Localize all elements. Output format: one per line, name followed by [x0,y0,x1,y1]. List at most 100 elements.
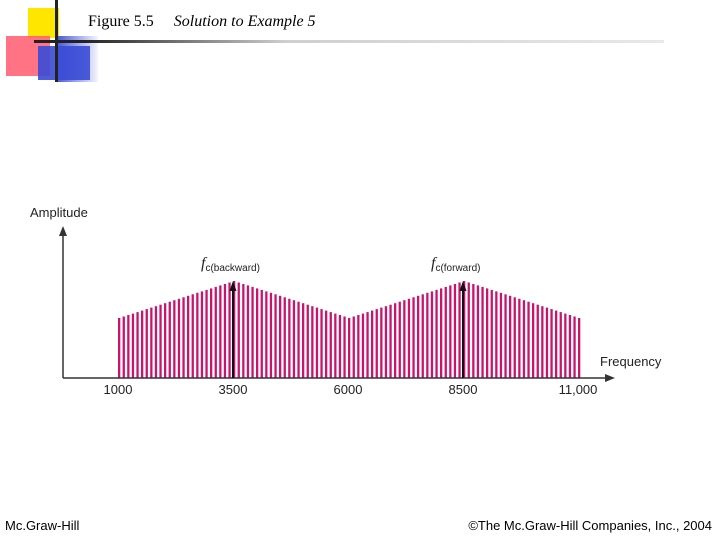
spectrum-stripe [122,316,125,378]
spectrum-stripe [361,313,365,378]
spectrum-stripe [412,297,415,378]
spectrum-stripe [375,309,378,378]
y-axis-label: Amplitude [30,205,88,220]
spectrum-stripe [541,306,544,378]
spectrum-stripe [343,316,346,378]
spectrum-stripe [453,284,457,378]
spectrum-stripe [288,298,291,378]
spectrum-stripe [407,298,411,378]
spectrum-stripe [348,318,351,378]
spectrum-stripe [555,310,558,378]
spectrum-stripe [237,282,240,378]
spectrum-stripe [251,286,254,378]
spectrum-stripe [550,309,553,378]
spectrum-stripe [371,310,374,378]
spectrum-stripe [334,313,337,378]
spectrum-stripe [568,315,572,378]
decor-blue-fade [58,36,98,82]
spectrum-stripe [187,295,190,378]
tick-label: 11,000 [559,382,598,397]
x-axis-label: Frequency [600,354,662,369]
spectrum-stripe [481,286,484,378]
carrier-markers: fc(backward) fc(forward) [201,255,480,378]
spectrum-stripe [150,307,153,378]
spectrum-stripe [292,300,296,378]
spectrum-stripe [513,297,516,378]
spectrum-stripe [210,288,213,378]
spectrum-stripe [127,315,130,378]
spectrum-stripe [214,286,217,378]
x-axis-arrow [605,374,615,382]
spectrum-stripe [357,315,360,378]
spectrum-stripe [269,292,273,378]
spectrum-stripe [472,284,475,378]
spectrum-stripe [435,289,438,378]
spectrum-stripe [145,309,148,378]
slide-title: Figure 5.5 Solution to Example 5 [88,13,316,31]
spectrum-stripe [205,289,208,378]
spectrum-stripe [274,294,277,378]
spectrum-stripe [490,289,493,378]
spectrum-stripe [329,312,332,378]
spectrum-stripe [260,289,263,378]
spectrum-stripe [476,285,480,378]
spectrum-stripe [384,306,388,378]
spectrum-stripe [426,292,429,378]
tick-label: 6000 [334,382,363,397]
carrier-arrow [229,281,237,291]
spectrum-stripe [389,304,392,378]
spectrum-stripe [518,298,521,378]
spectrum-stripe [352,316,355,378]
spectrum-stripe [573,316,576,378]
spectrum-stripe [182,297,185,378]
spectrum-stripes [118,281,581,378]
spectrum-stripe [297,301,300,378]
spectrum-stripe [306,304,309,378]
spectrum-stripe [532,303,535,378]
spectrum-stripe [430,291,434,378]
spectrum-stripe [283,297,286,378]
spectrum-stripe [545,307,549,378]
spectrum-stripe [559,312,562,378]
tick-labels: 1000 3500 6000 8500 11,000 [104,382,598,397]
spectrum-stripe [421,294,424,378]
spectrum-stripe [325,310,328,378]
spectrum-stripe [164,303,167,378]
spectrum-stripe [219,285,222,378]
spectrum-stripe [509,295,512,378]
spectrum-stripe [177,298,181,378]
spectrum-stripe [302,303,305,378]
spectrum-stripe [200,291,204,378]
spectrum-stripe [522,300,526,378]
spectrum-stripe [154,306,158,378]
spectrum-stripe [173,300,176,378]
spectrum-stripe [458,282,461,378]
spectrum-stripe [141,310,144,378]
spectrum-stripe [499,292,503,378]
spectrum-stripe [320,309,323,378]
spectrum-stripe [394,303,397,378]
spectrum-stripe [536,304,539,378]
carrier-arrow [459,281,467,291]
footer-publisher: Mc.Graw-Hill [5,518,80,533]
spectrum-stripe [228,282,231,378]
tick-label: 3500 [219,382,248,397]
tick-label: 1000 [104,382,133,397]
spectrum-stripe [417,295,420,378]
spectrum-stripe [380,307,383,378]
carrier-label: fc(forward) [431,255,480,274]
spectrum-stripe [463,281,466,378]
spectrum-stripe [223,284,227,378]
spectrum-stripe [338,315,342,378]
spectrum-stripe [486,288,489,378]
footer-copyright: ©The Mc.Graw-Hill Companies, Inc., 2004 [468,518,712,533]
carrier-label: fc(backward) [201,255,260,274]
spectrum-stripe [131,313,135,378]
spectrum-stripe [578,318,581,378]
spectrum-stripe [311,306,314,378]
spectrum-stripe [403,300,406,378]
decor-horizontal-rule [34,40,664,43]
spectrum-stripe [315,307,319,378]
spectrum-stripe [256,288,259,378]
